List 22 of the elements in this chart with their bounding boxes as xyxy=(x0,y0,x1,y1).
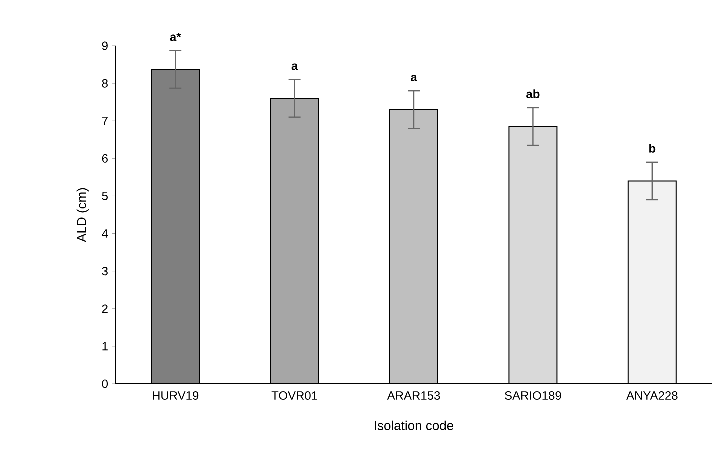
x-tick-label: ANYA228 xyxy=(626,392,678,400)
y-tick-label: 0 xyxy=(102,380,108,388)
x-tick-label: TOVR01 xyxy=(272,392,318,400)
y-tick-label: 5 xyxy=(102,192,108,200)
annotation: ab xyxy=(526,90,540,98)
y-tick-label: 4 xyxy=(102,230,108,238)
annotation: a xyxy=(411,74,418,82)
y-tick-label: 1 xyxy=(102,342,108,351)
annotation: a xyxy=(292,64,298,70)
y-tick-label: 9 xyxy=(102,42,108,50)
x-tick-label: HURV19 xyxy=(153,392,199,400)
annotation: b xyxy=(650,144,656,153)
y-tick-label: 2 xyxy=(102,304,108,314)
y-tick-label: 3 xyxy=(102,267,108,276)
annotation: a* xyxy=(170,33,182,42)
y-tick-label: 7 xyxy=(102,116,108,126)
x-axis-title: Isolation code xyxy=(375,420,454,430)
x-tick-label: ARAR153 xyxy=(387,392,440,400)
x-tick-label: SARIO189 xyxy=(505,392,562,400)
y-axis-title: ALD (cm) xyxy=(76,188,89,242)
y-tick-label: 8 xyxy=(102,79,108,88)
y-tick-label: 6 xyxy=(102,154,108,163)
